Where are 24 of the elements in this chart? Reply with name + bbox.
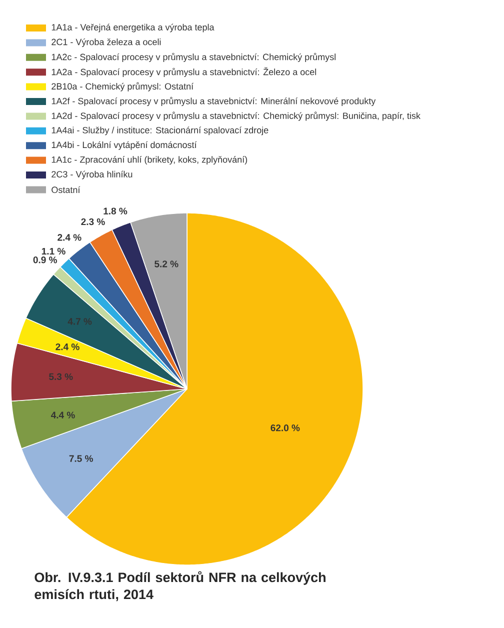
data-label: 5.2 % xyxy=(154,260,178,268)
data-label: 1.1 % xyxy=(42,248,66,255)
legend-label: 2C3 - Výroba hliníku xyxy=(52,170,132,180)
legend-label: 1A4ai - Služby / instituce: Stacionární spalovací zdroje xyxy=(52,126,268,136)
legend-label: Ostatní xyxy=(52,186,80,194)
data-label: 1.8 % xyxy=(104,208,128,214)
legend-label: 2B10a - Chemický průmysl: Ostatní xyxy=(52,82,194,92)
legend-label: 1A2c - Spalovací procesy v průmyslu a stavebnictví: Chemický průmysl xyxy=(52,52,336,62)
data-label: 62.0 % xyxy=(270,424,300,432)
legend-label: 1A1c - Zpracování uhlí (brikety, koks, zplyňování) xyxy=(52,156,248,165)
legend-label: 2C1 - Výroba železa a oceli xyxy=(52,38,161,47)
legend-label: 1A2d - Spalovací procesy v průmyslu a stavebnictví: Chemický průmysl: Buničina, papír, tisk xyxy=(52,112,420,121)
legend-label: 1A2a - Spalovací procesy v průmyslu a stavebnictví: Železo a ocel xyxy=(52,67,316,77)
legend-label: 1A1a - Veřejná energetika a výroba tepla xyxy=(52,24,214,32)
data-label: 2.4 % xyxy=(56,343,80,350)
legend-label: 1A4bi - Lokální vytápění domácností xyxy=(52,141,197,150)
data-label: 2.4 % xyxy=(58,234,82,241)
data-label: 4.4 % xyxy=(50,412,75,418)
data-label: 0.9 % xyxy=(33,256,58,264)
data-label: 2.3 % xyxy=(81,218,105,226)
data-label: 5.3 % xyxy=(49,373,73,380)
text: Obr. IV.9.3.1 Podíl sektorů NFR na celkových emisích rtuti, 2014 xyxy=(34,571,326,602)
legend-label: 1A2f - Spalovací procesy v průmyslu a stavebnictví: Minerální nekovové produkty xyxy=(52,96,376,106)
data-label: 7.5 % xyxy=(69,455,93,462)
